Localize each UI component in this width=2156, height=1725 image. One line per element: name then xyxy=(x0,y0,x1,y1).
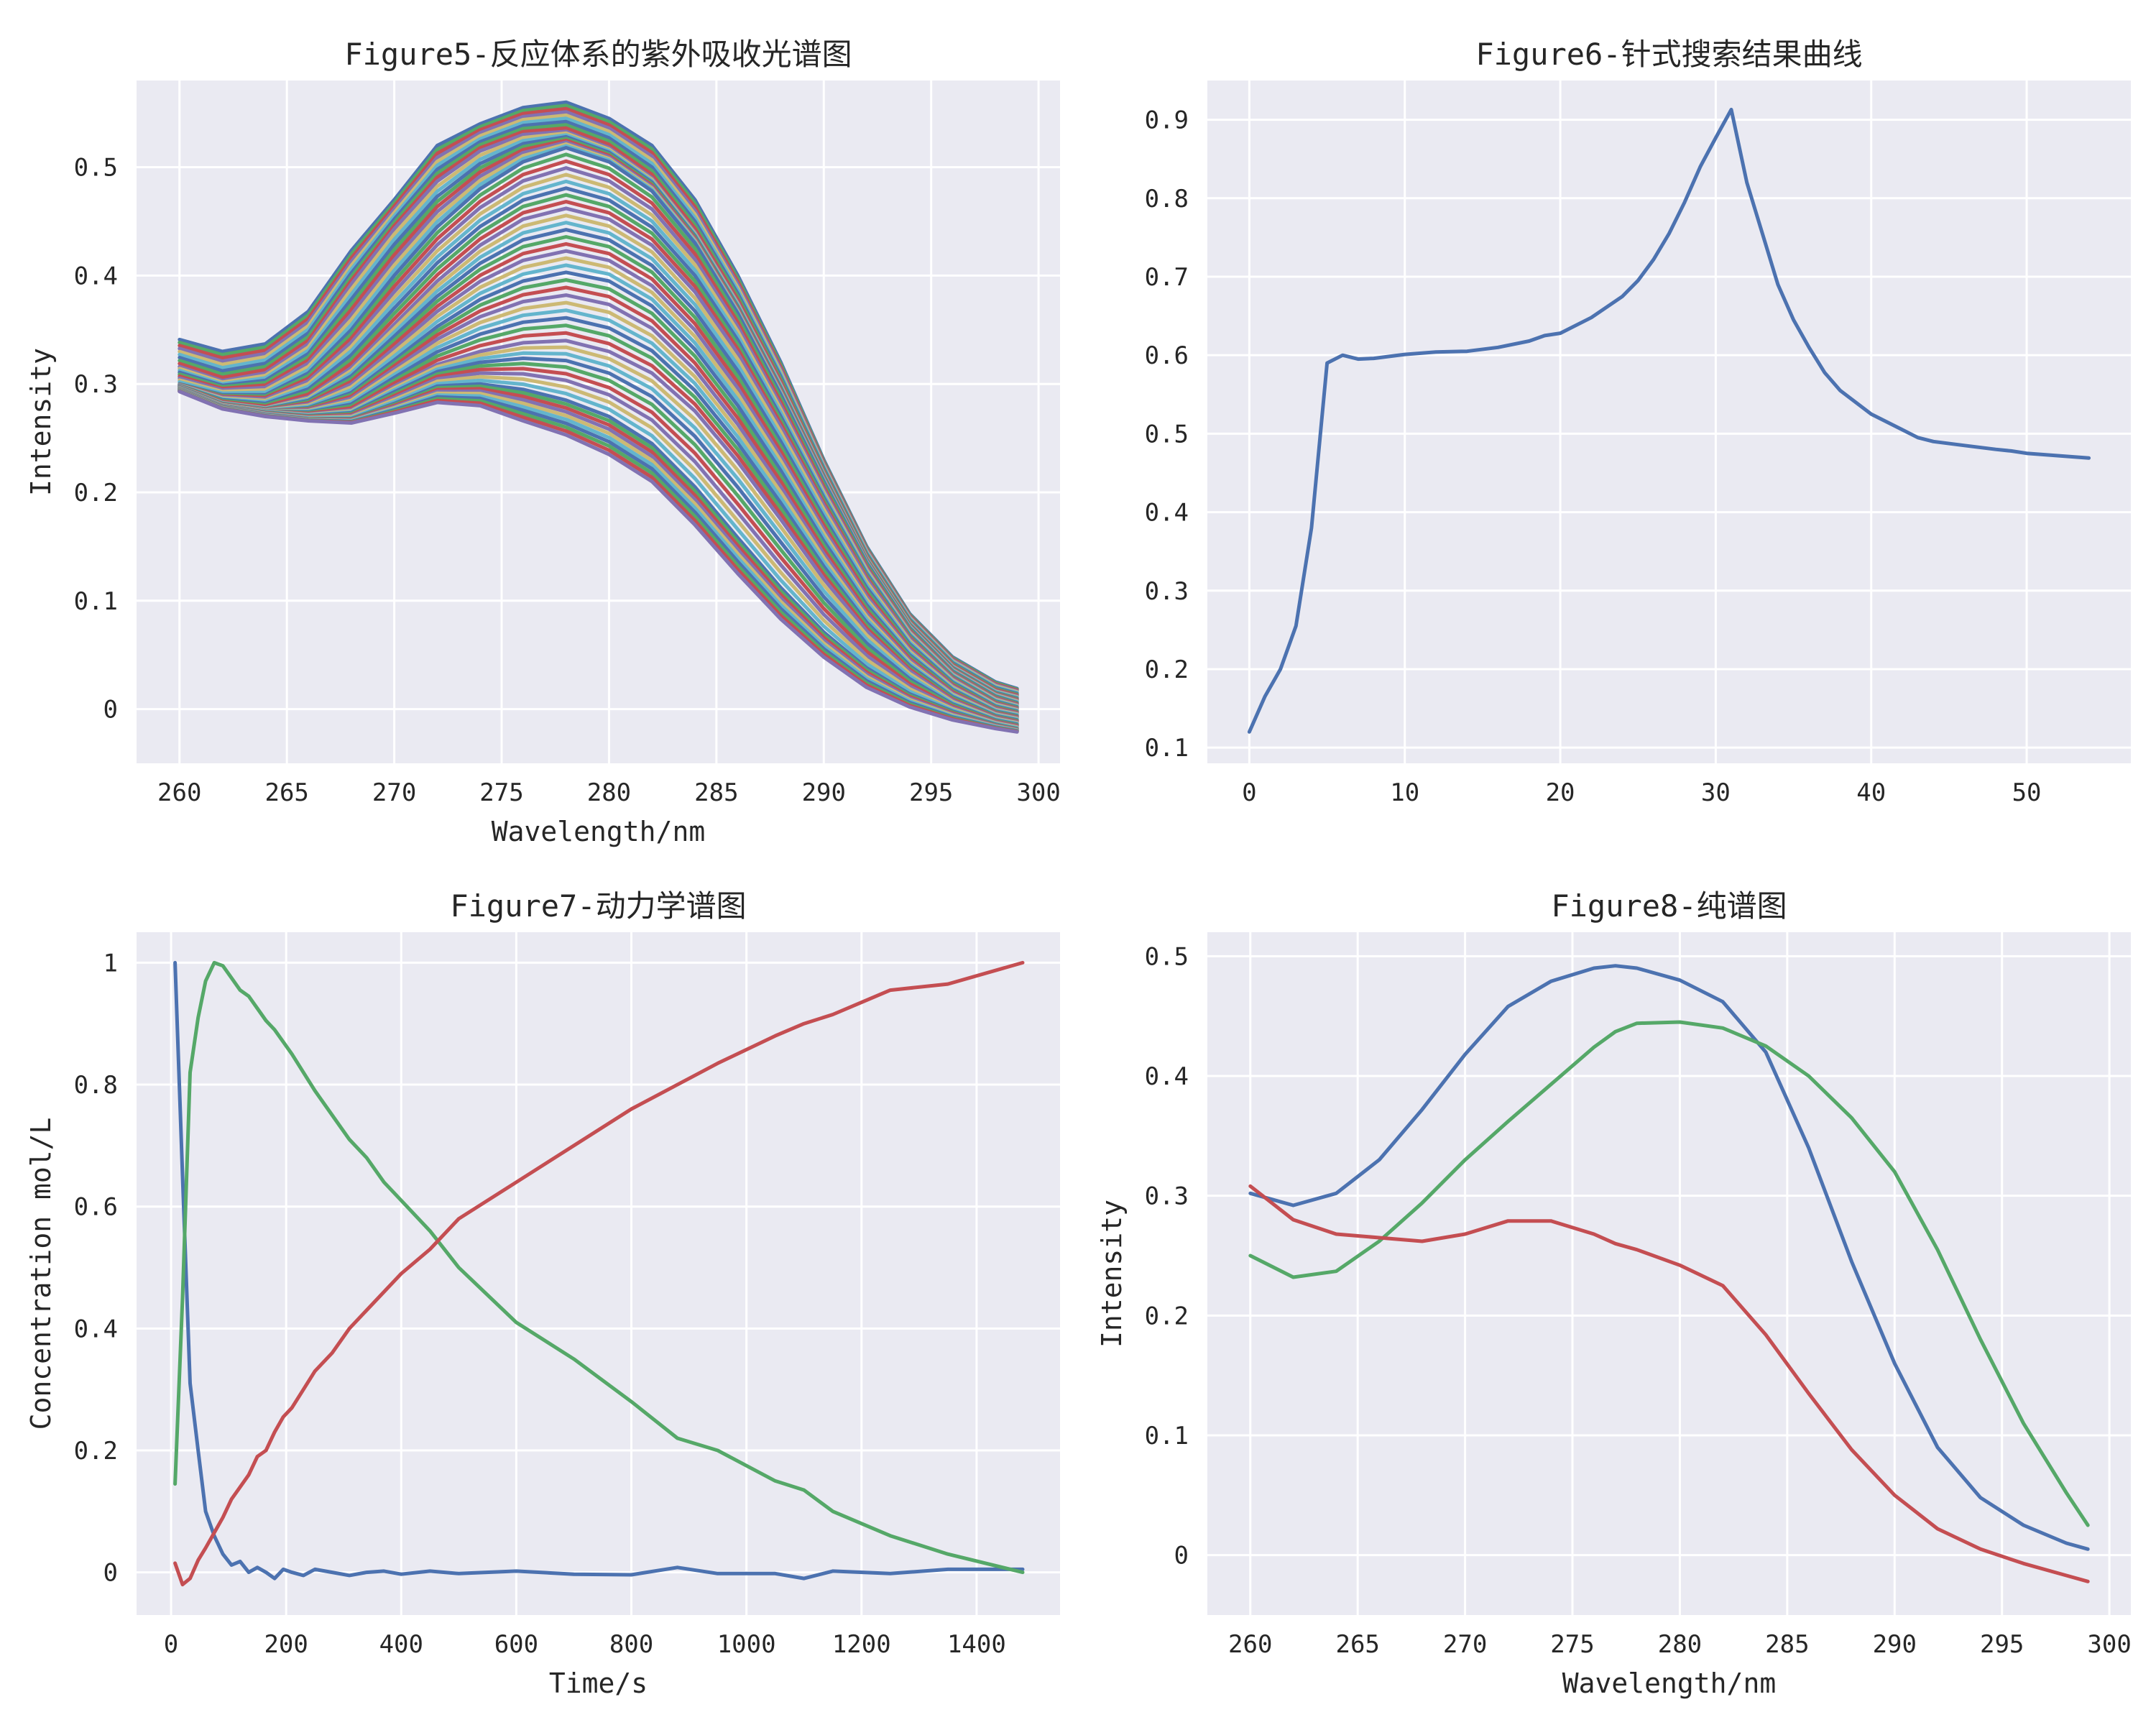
y-tick-label: 0.4 xyxy=(74,262,118,290)
x-tick-label: 0 xyxy=(1242,778,1256,807)
series-line xyxy=(173,960,1025,1575)
series-lines xyxy=(173,960,1025,1587)
x-tick-label: 265 xyxy=(1335,1630,1379,1659)
y-tick-label: 0.1 xyxy=(1145,734,1189,763)
chart-figure6-search-curve: 0 10 20 30 40 50 0.1 0.2 0.3 0.4 0.5 0.6 0.7 0.8 0.9 F… xyxy=(1145,37,2131,807)
series-line xyxy=(178,390,1019,734)
tick-labels: 0 200 400 600 800 1000 1200 1400 0 0.2 0.4 0.6 0.8 1 xyxy=(74,949,1006,1659)
y-tick-label: 0.6 xyxy=(1145,341,1189,370)
y-tick-label: 0.3 xyxy=(1145,577,1189,606)
y-tick-label: 0.3 xyxy=(1145,1182,1189,1211)
x-tick-label: 1000 xyxy=(717,1630,776,1659)
x-tick-label: 260 xyxy=(157,778,201,807)
x-tick-label: 295 xyxy=(1980,1630,2024,1659)
y-tick-label: 0 xyxy=(1174,1542,1189,1570)
series-line xyxy=(1248,1020,2090,1527)
x-tick-label: 260 xyxy=(1228,1630,1272,1659)
y-tick-label: 0.5 xyxy=(1145,942,1189,971)
y-tick-label: 0.7 xyxy=(1145,263,1189,292)
x-tick-label: 40 xyxy=(1856,778,1886,807)
series-line xyxy=(1248,964,2090,1551)
x-tick-label: 270 xyxy=(372,778,416,807)
x-tick-label: 20 xyxy=(1546,778,1575,807)
y-tick-label: 0.9 xyxy=(1145,106,1189,135)
x-tick-label: 0 xyxy=(164,1630,178,1659)
y-axis-label: Intensity xyxy=(25,348,57,496)
x-tick-label: 280 xyxy=(587,778,631,807)
x-tick-label: 600 xyxy=(494,1630,538,1659)
x-tick-label: 290 xyxy=(1873,1630,1917,1659)
plot-area xyxy=(1207,80,2131,763)
x-tick-label: 270 xyxy=(1443,1630,1487,1659)
chart-figure7-kinetics: 0 200 400 600 800 1000 1200 140000.20.40.60.81 … xyxy=(25,888,1060,1699)
gridlines xyxy=(1207,932,2131,1615)
y-tick-label: 0.1 xyxy=(74,587,118,616)
x-axis-label: Wavelength/nm xyxy=(492,816,705,847)
y-tick-label: 0.4 xyxy=(1145,1062,1189,1091)
x-tick-label: 275 xyxy=(479,778,523,807)
chart-title: Figure5-反应体系的紫外吸收光谱图 xyxy=(344,37,852,72)
y-axis-label: Concentration mol/L xyxy=(25,1118,57,1430)
chart-title: Figure8-纯谱图 xyxy=(1551,888,1787,924)
x-tick-label: 200 xyxy=(264,1630,308,1659)
x-tick-label: 300 xyxy=(1016,778,1060,807)
y-tick-label: 0.2 xyxy=(1145,1302,1189,1330)
y-tick-label: 0.4 xyxy=(1145,499,1189,528)
x-tick-label: 10 xyxy=(1390,778,1419,807)
x-tick-label: 285 xyxy=(1765,1630,1809,1659)
x-tick-label: 295 xyxy=(909,778,953,807)
series-line xyxy=(1248,1184,2090,1583)
x-tick-label: 300 xyxy=(2087,1630,2131,1659)
y-tick-label: 0.8 xyxy=(74,1071,118,1100)
y-axis-label: Intensity xyxy=(1096,1200,1128,1348)
y-tick-label: 0.6 xyxy=(74,1193,118,1222)
chart-title: Figure7-动力学谱图 xyxy=(450,888,746,924)
y-tick-label: 1 xyxy=(103,949,118,978)
x-tick-label: 50 xyxy=(2012,778,2042,807)
x-axis-label: Time/s xyxy=(549,1668,648,1699)
y-tick-label: 0.2 xyxy=(74,479,118,507)
x-tick-label: 280 xyxy=(1658,1630,1702,1659)
x-tick-label: 265 xyxy=(264,778,308,807)
series-line xyxy=(173,960,1025,1581)
x-tick-label: 1200 xyxy=(832,1630,891,1659)
x-tick-label: 285 xyxy=(694,778,738,807)
x-tick-label: 275 xyxy=(1550,1630,1594,1659)
y-tick-label: 0 xyxy=(103,696,118,724)
series-line xyxy=(173,960,1025,1587)
y-tick-label: 0.2 xyxy=(74,1437,118,1466)
y-tick-label: 0.8 xyxy=(1145,185,1189,213)
y-tick-label: 0.1 xyxy=(1145,1422,1189,1450)
x-axis-label: Wavelength/nm xyxy=(1562,1668,1776,1699)
y-tick-label: 0.2 xyxy=(1145,656,1189,684)
y-tick-label: 0.5 xyxy=(1145,420,1189,448)
chart-figure5-uv-spectra: 260 265 270 275 280 285 290 295 300 0 0.1 0.2 0.3 0.4… xyxy=(25,37,1061,847)
y-tick-label: 0 xyxy=(103,1559,118,1588)
gridlines xyxy=(1207,80,2131,763)
x-tick-label: 800 xyxy=(609,1630,653,1659)
series-lines xyxy=(1247,107,2091,734)
x-tick-label: 400 xyxy=(379,1630,423,1659)
x-tick-label: 30 xyxy=(1701,778,1731,807)
plot-area xyxy=(137,932,1060,1615)
tick-labels: 0 10 20 30 40 50 0.1 0.2 0.3 0.4 0.5 0.6 0.7 0.8 0.9 xyxy=(1145,106,2042,807)
tick-labels: 260 265 270 275 280 285 290 295 300 0 0.1 0.2 0.3 0.4… xyxy=(74,154,1061,807)
plot-area xyxy=(1207,932,2131,1615)
x-tick-label: 290 xyxy=(802,778,846,807)
chart-title: Figure6-针式搜索结果曲线 xyxy=(1475,37,1862,72)
chart-figure8-pure-spectra: 260 265 270 275 280 285 290 295 300 0 0.1 0.2 0.3 0.4… xyxy=(1096,888,2132,1699)
series-lines xyxy=(178,100,1019,734)
y-tick-label: 0.4 xyxy=(74,1315,118,1343)
tick-labels: 260 265 270 275 280 285 290 295 300 0 0.1 0.2 0.3 0.4… xyxy=(1145,942,2132,1659)
x-tick-label: 1400 xyxy=(947,1630,1006,1659)
series-lines xyxy=(1248,964,2090,1583)
y-tick-label: 0.5 xyxy=(74,154,118,183)
series-line xyxy=(1247,107,2091,734)
y-tick-label: 0.3 xyxy=(74,370,118,399)
